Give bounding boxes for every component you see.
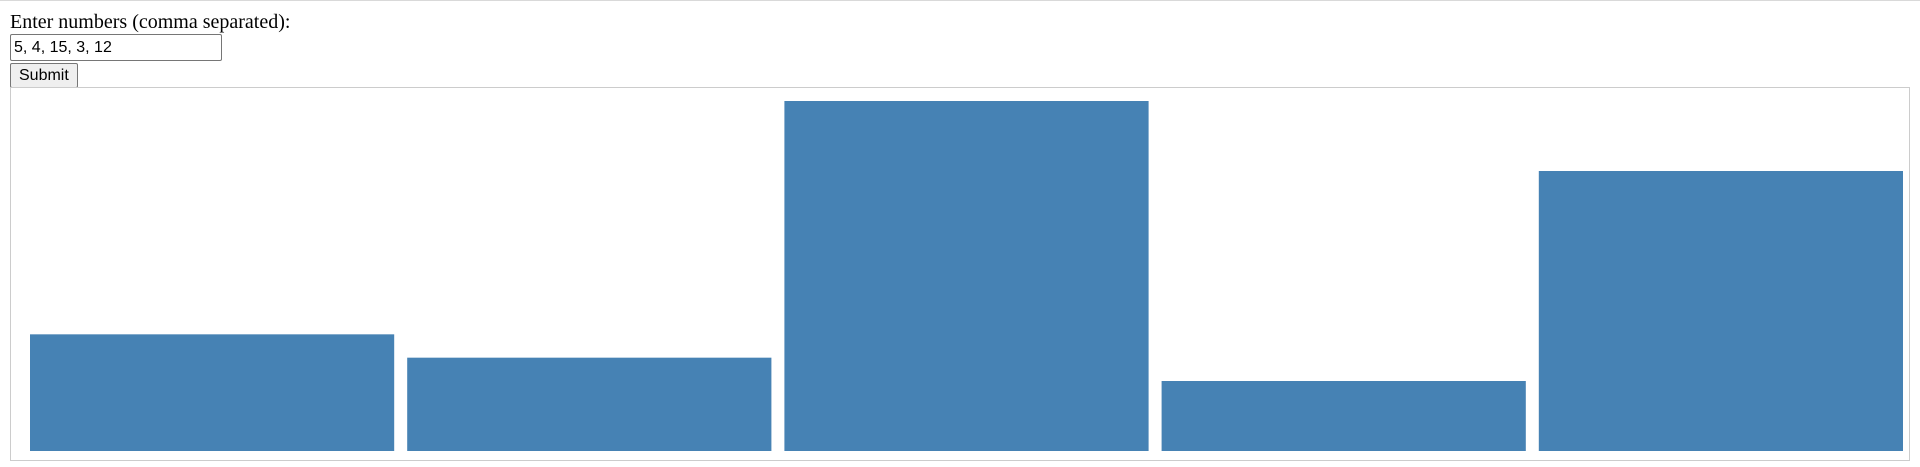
bar-chart	[30, 101, 1903, 451]
numbers-label: Enter numbers (comma separated):	[10, 11, 291, 33]
submit-button[interactable]: Submit	[10, 63, 78, 88]
bar-1	[30, 334, 395, 451]
bar-3	[784, 101, 1149, 451]
bar-4	[1161, 381, 1526, 451]
bar-2	[407, 357, 772, 451]
number-form: Enter numbers (comma separated): Submit	[10, 11, 290, 88]
bar-5	[1538, 171, 1903, 451]
numbers-input[interactable]	[10, 34, 222, 61]
bar-chart-container	[10, 87, 1910, 461]
